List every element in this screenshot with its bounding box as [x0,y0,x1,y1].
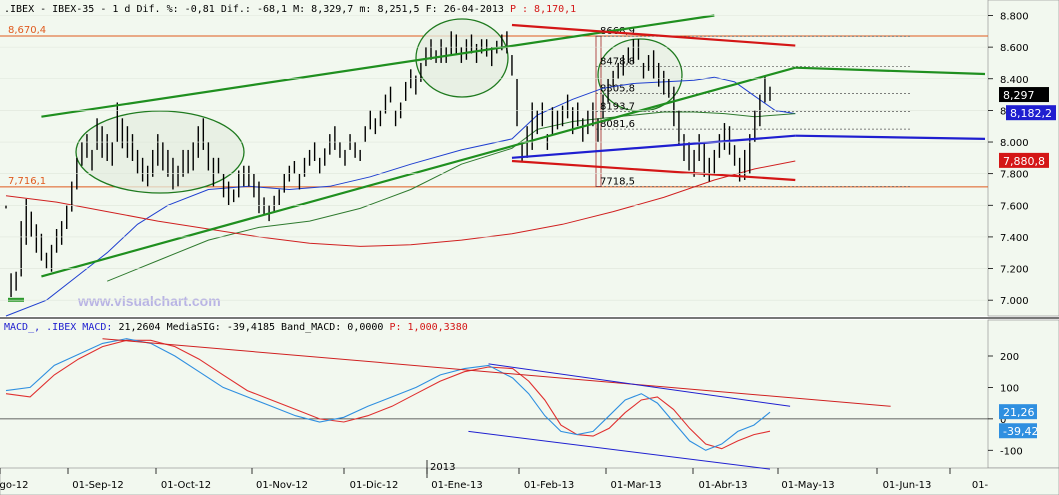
y-tick-label: 7.400 [1000,233,1029,244]
ma-line [107,111,796,282]
fib-label: 8305,8 [600,84,635,95]
macd-y-tick-label: 100 [1000,383,1019,394]
macd-series-line [5,339,771,450]
y-tick-label: 7.000 [1000,296,1029,307]
ma-line [5,160,796,247]
trendline [511,23,796,47]
macd-y-tick-label: -100 [1000,446,1023,457]
macd-trendline [488,363,791,407]
trendline [795,134,986,140]
price-badge [999,152,1049,168]
y-tick-label: 8.800 [1000,11,1029,22]
macd-series-line [5,338,771,451]
ma-line [5,76,796,317]
y-tick-label: 7.200 [1000,265,1029,276]
x-tick-label: 01-May-13 [781,480,834,491]
x-tick-label: 01-Sep-12 [72,480,124,491]
macd-y-tick-label: 0 [1000,415,1006,426]
start-marker [8,297,24,302]
x-tick-label: 01- [972,480,989,491]
x-tick-label: 01-Jun-13 [883,480,932,491]
macd-badge-label: -39,42 [1003,425,1038,438]
annotation-ellipse [597,38,683,112]
y-tick-label: 8.600 [1000,43,1029,54]
macd-badge-label: 21,26 [1003,406,1035,419]
year-marker: 2013 [430,462,455,473]
x-tick-label: 01-Ene-13 [431,480,482,491]
macd-panel [0,320,988,468]
annotation-ellipse [75,110,245,194]
y-tick-label: 8.400 [1000,75,1029,86]
trendline [795,66,986,76]
fib-label: 8193,7 [600,101,635,112]
fib-label: 8081,6 [600,119,635,130]
x-tick-label: 01-Dic-12 [350,480,399,491]
trendline [511,159,796,182]
x-tick-label: 01-Oct-12 [161,480,211,491]
macd-y-tick-label: 200 [1000,352,1019,363]
price-badge [999,87,1049,103]
macd-trendline [102,338,891,407]
trendline [41,66,796,278]
macd-axis [987,319,1059,469]
x-tick-label: 01-Abr-13 [698,480,747,491]
fib-label: 7718,5 [600,177,635,188]
macd-trendline [468,430,771,470]
price-badge-label: 8,297 [1003,89,1035,102]
x-tick-label: 01-Feb-13 [524,480,574,491]
macd-badge [999,404,1037,420]
price-badge-label: 8,182,2 [1010,107,1052,120]
y-tick-label: 7.600 [1000,201,1029,212]
level-label: 8,670,4 [8,25,46,36]
y-tick-label: 8.000 [1000,138,1029,149]
price-header: .IBEX - IBEX-35 - 1 d Dif. %: -0,81 Dif.… [4,4,576,15]
date-axis [0,467,1059,495]
level-label: 7,716,1 [8,176,46,187]
y-tick-label: 7.800 [1000,170,1029,181]
macd-badge [999,423,1037,439]
fib-label: 8478,8 [600,56,635,67]
macd-header: MACD_, .IBEX MACD: 21,2604 MediaSIG: -39… [4,322,468,333]
x-tick-label: 01-Mar-13 [611,480,662,491]
price-badge [1006,105,1056,121]
price-badge-label: 7,880,8 [1003,155,1045,168]
x-tick-label: go-12 [0,480,28,491]
trendline [511,134,796,159]
x-tick-label: 01-Nov-12 [256,480,308,491]
watermark: www.visualchart.com [77,293,221,309]
